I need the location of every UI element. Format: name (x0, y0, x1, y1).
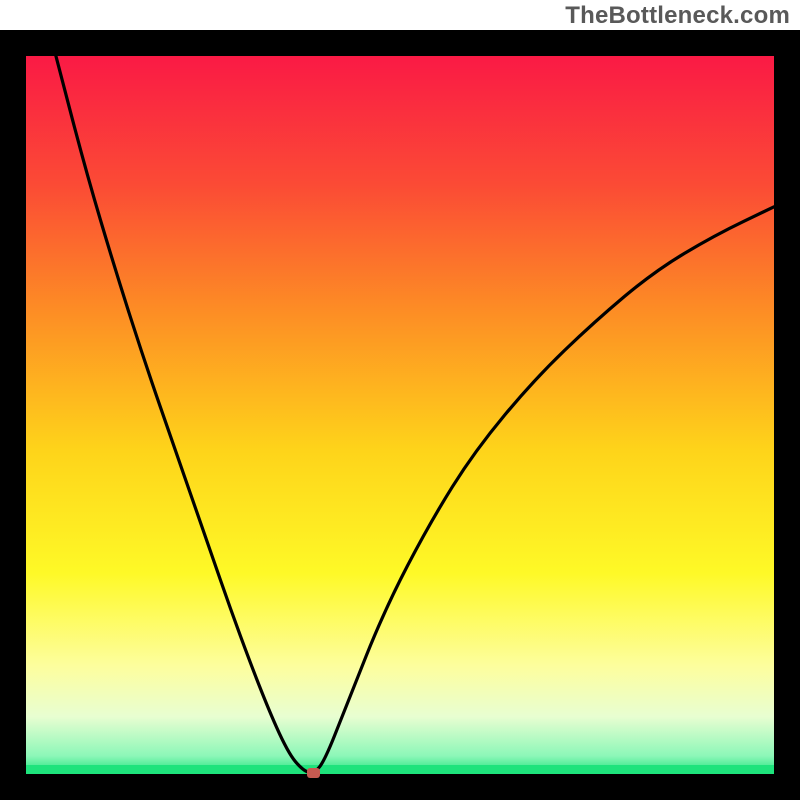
current-config-marker (307, 768, 320, 778)
bottleneck-curve (26, 56, 774, 774)
bottleneck-curve-path (56, 56, 774, 773)
plot-area (0, 30, 800, 800)
chart-frame: TheBottleneck.com (0, 0, 800, 800)
watermark-text: TheBottleneck.com (565, 2, 790, 30)
